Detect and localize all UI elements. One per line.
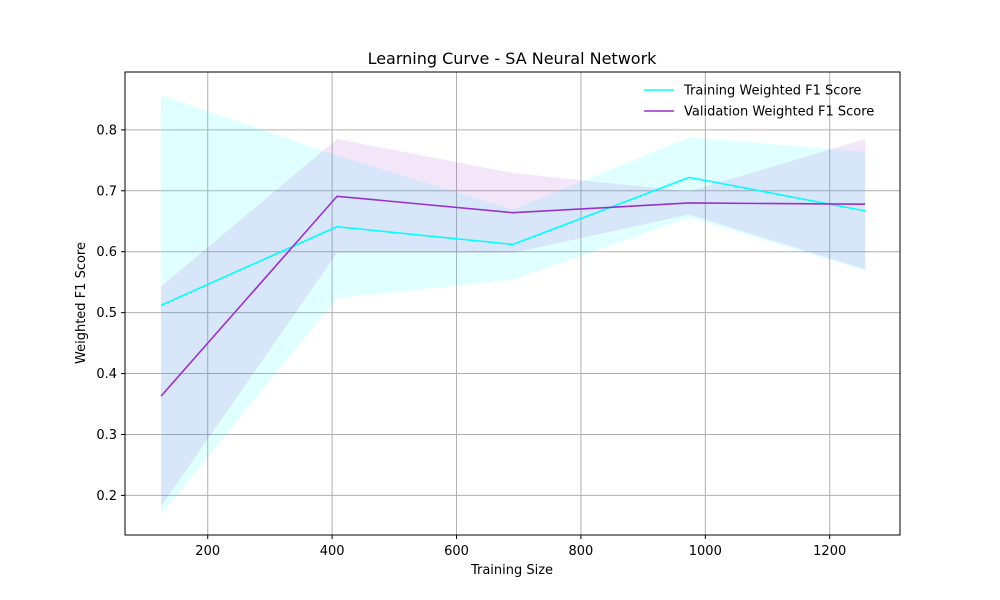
x-tick-label: 800	[569, 544, 594, 559]
legend-label-2: Validation Weighted F1 Score	[684, 105, 874, 120]
confidence-band-2	[161, 139, 866, 507]
y-tick-label: 0.6	[96, 245, 117, 260]
y-axis-label: Weighted F1 Score	[74, 242, 89, 364]
x-tick-label: 1000	[689, 544, 722, 559]
y-tick-label: 0.2	[96, 489, 117, 504]
y-tick-label: 0.7	[96, 184, 117, 199]
axis-ticks: 200 400 600 800 1000 1200 0.2 0.3 0.4 0.5 0.6 0.7 0.…	[96, 123, 846, 559]
confidence-bands	[161, 95, 866, 515]
legend: Training Weighted F1 Score Validation Wei…	[644, 84, 874, 120]
x-axis-label: Training Size	[470, 563, 553, 578]
x-tick-label: 200	[195, 544, 220, 559]
y-tick-label: 0.8	[96, 123, 117, 138]
y-tick-label: 0.5	[96, 306, 117, 321]
confidence-band-1	[161, 95, 866, 515]
x-tick-label: 600	[444, 544, 469, 559]
grid-lines	[125, 72, 900, 535]
legend-label-1: Training Weighted F1 Score	[683, 84, 861, 99]
x-tick-label: 1200	[813, 544, 846, 559]
y-tick-label: 0.3	[96, 428, 117, 443]
x-tick-label: 400	[320, 544, 345, 559]
y-tick-label: 0.4	[96, 367, 117, 382]
series-lines	[160, 176, 866, 397]
plot-area-frame	[124, 71, 901, 536]
series-line-1	[160, 176, 866, 307]
series-line-2	[160, 195, 866, 397]
chart-title: Learning Curve - SA Neural Network	[368, 49, 658, 68]
